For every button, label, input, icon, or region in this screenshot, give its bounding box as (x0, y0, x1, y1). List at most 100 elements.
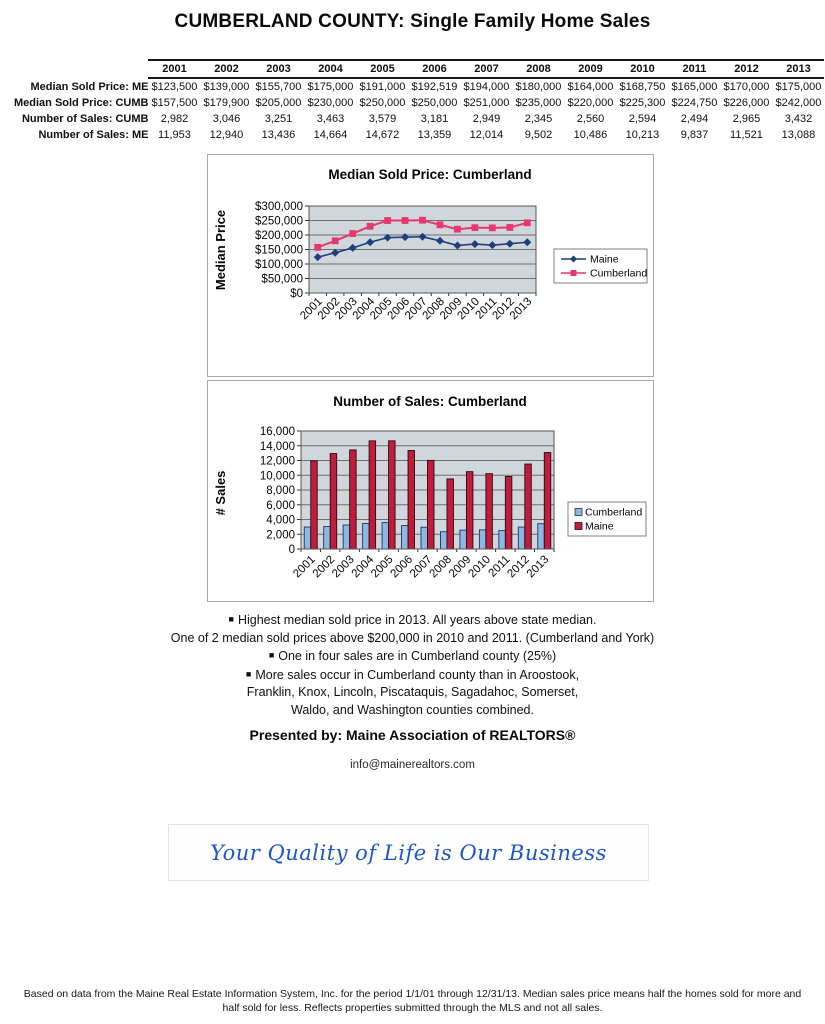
table-cell: 3,251 (264, 113, 293, 125)
table-cell: 12,014 (469, 129, 504, 141)
table-cell: $191,000 (359, 81, 406, 93)
svg-text:Median Price: Median Price (213, 210, 228, 290)
table-cell: 11,521 (730, 129, 763, 141)
svg-text:Median Sold Price: Cumberland: Median Sold Price: Cumberland (328, 167, 531, 182)
plot-border (300, 430, 555, 550)
svg-text:10,000: 10,000 (260, 470, 295, 482)
table-cell: $226,000 (723, 97, 770, 109)
svg-text:12,000: 12,000 (260, 456, 295, 468)
table-cell: 14,664 (313, 129, 348, 141)
year-header: 2009 (564, 59, 617, 79)
legend: Cumberland Maine (567, 501, 647, 537)
year-header: 2001 (148, 59, 201, 79)
row-label: Median Sold Price: ME (30, 80, 149, 93)
year-header: 2002 (200, 59, 253, 79)
svg-text:6,000: 6,000 (266, 500, 295, 512)
svg-text:$200,000: $200,000 (255, 230, 303, 242)
cumberland-series (314, 216, 531, 251)
table-cell: 9,502 (524, 129, 553, 141)
svg-text:Cumberland: Cumberland (590, 268, 647, 280)
svg-text:Maine: Maine (585, 521, 614, 533)
table-cell: 13,436 (261, 129, 296, 141)
sales-data-table: 2001 2002 2003 2004 2005 2006 2007 2008 2009 2010… (14, 59, 825, 143)
plot-border (308, 205, 537, 294)
table-cell: 13,359 (417, 129, 452, 141)
table-cell: 2,949 (472, 113, 501, 125)
year-header: 2010 (616, 59, 669, 79)
table-cell: 3,463 (316, 113, 345, 125)
svg-text:14,000: 14,000 (260, 441, 295, 453)
number-of-sales-chart-svg: 0 2,000 4,000 6,000 8,000 10,000 12,000 14,000 1… (213, 394, 647, 580)
table-cell: 2,560 (576, 113, 605, 125)
table-cell: 10,486 (573, 129, 608, 141)
svg-text:2,000: 2,000 (266, 529, 295, 541)
table-cell: $155,700 (255, 81, 302, 93)
table-cell: $220,000 (567, 97, 614, 109)
svg-text:Cumberland: Cumberland (585, 507, 642, 519)
year-header: 2003 (252, 59, 305, 79)
year-header: 2008 (512, 59, 565, 79)
table-row: Median Sold Price: CUMB $157,500 $179,900 $… (14, 95, 824, 111)
sales-table-body: Median Sold Price: ME $123,500 $139,000 $15… (14, 78, 824, 143)
row-label: Median Sold Price: CUMB (14, 97, 149, 109)
table-cell: $205,000 (255, 97, 302, 109)
table-cell: $250,000 (359, 97, 406, 109)
bullet-square-icon: ■ (228, 614, 234, 624)
tagline-text: Your Quality of Life is Our Business (210, 840, 607, 865)
year-header: 2013 (772, 59, 825, 79)
legend: Maine Cumberland (553, 248, 648, 284)
svg-text:Maine: Maine (590, 254, 619, 266)
table-cell: 3,181 (420, 113, 449, 125)
note-line: Waldo, and Washington counties combined. (291, 702, 534, 717)
table-corner (14, 60, 148, 78)
table-row: Number of Sales: ME 11,953 12,940 13,436 14,… (14, 127, 824, 143)
table-cell: 13,088 (781, 129, 816, 141)
svg-text:# Sales: # Sales (213, 471, 228, 516)
y-axis: $0 $50,000 $100,000 $150,000 $200,000 $250,00… (255, 201, 309, 300)
svg-text:16,000: 16,000 (260, 426, 295, 438)
row-label: Number of Sales: CUMB (21, 113, 149, 125)
svg-text:8,000: 8,000 (266, 485, 295, 497)
table-cell: $192,519 (411, 81, 458, 93)
sales-table-head-row: 2001 2002 2003 2004 2005 2006 2007 2008 2009 2010… (14, 59, 825, 79)
table-cell: $194,000 (463, 81, 510, 93)
year-header: 2005 (356, 59, 409, 79)
note-line: Franklin, Knox, Lincoln, Piscataquis, Sa… (246, 685, 579, 699)
presented-by-line: Presented by: Maine Association of REALT… (249, 727, 576, 743)
table-cell: $165,000 (671, 81, 718, 93)
contact-email: info@mainerealtors.com (350, 759, 475, 771)
svg-text:$0: $0 (290, 288, 303, 300)
sales-table: 2001 2002 2003 2004 2005 2006 2007 2008 2009 2010… (14, 59, 825, 143)
table-cell: $170,000 (723, 81, 770, 93)
table-cell: 2,982 (160, 113, 189, 125)
table-cell: $139,000 (203, 81, 250, 93)
note-line: One of 2 median sold prices above $200,0… (170, 630, 655, 645)
table-cell: 10,213 (625, 129, 660, 141)
table-cell: 14,672 (365, 129, 400, 141)
table-cell: $164,000 (567, 81, 614, 93)
maine-bars (310, 440, 552, 550)
table-row: Number of Sales: CUMB 2,982 3,046 3,251 3,46… (14, 111, 824, 127)
svg-text:$50,000: $50,000 (261, 274, 303, 286)
page-title: CUMBERLAND COUNTY: Single Family Home Sa… (174, 11, 651, 32)
y-axis: 0 2,000 4,000 6,000 8,000 10,000 12,000 14,000 1… (260, 426, 301, 556)
table-cell: 3,046 (212, 113, 241, 125)
table-cell: $235,000 (515, 97, 562, 109)
year-header: 2004 (304, 59, 357, 79)
svg-text:0: 0 (289, 544, 295, 556)
table-cell: $242,000 (775, 97, 822, 109)
note-line: ■ One in four sales are in Cumberland cou… (268, 649, 557, 663)
table-cell: $225,300 (619, 97, 666, 109)
table-row: Median Sold Price: ME $123,500 $139,000 $15… (14, 78, 824, 95)
table-cell: 2,345 (524, 113, 553, 125)
year-header: 2011 (668, 59, 721, 79)
table-cell: $224,750 (671, 97, 718, 109)
year-header: 2006 (408, 59, 461, 79)
year-header: 2007 (460, 59, 513, 79)
svg-text:Number of Sales: Cumberland: Number of Sales: Cumberland (333, 394, 527, 409)
x-axis-labels: 2001200220032004200520062007200820092010… (291, 553, 551, 580)
year-header: 2012 (720, 59, 773, 79)
tagline-box: Your Quality of Life is Our Business (168, 824, 649, 881)
table-cell: 11,953 (158, 129, 191, 141)
